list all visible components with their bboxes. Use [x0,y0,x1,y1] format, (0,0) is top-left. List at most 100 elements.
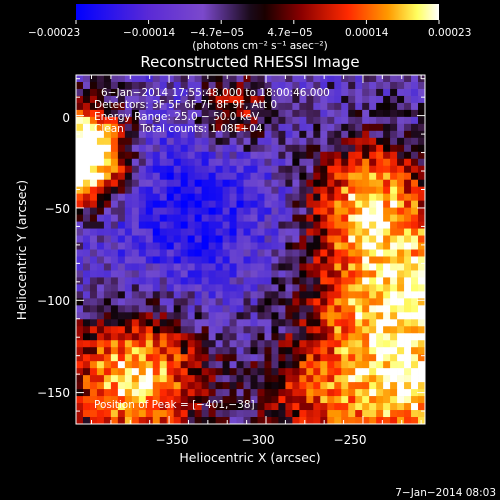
heatmap-cell [369,130,377,139]
heatmap-cell [194,165,203,174]
heatmap-cell [383,249,391,257]
heatmap-cell [229,172,237,181]
heatmap-cell [117,214,126,222]
heatmap-cell [159,270,168,278]
heatmap-cell [215,249,223,257]
heatmap-cell [390,172,398,181]
heatmap-cell [152,186,161,195]
plot-frame [75,74,426,425]
heatmap-cell [208,305,216,313]
heatmap-cell [166,172,175,181]
heatmap-cell [173,116,182,125]
heatmap-cell [138,410,147,418]
heatmap-cell [110,88,119,97]
heatmap-cell [285,158,293,167]
heatmap-cell [110,207,119,215]
heatmap-cell [180,137,189,146]
heatmap-cell [201,116,210,125]
heatmap-cell [82,361,91,369]
heatmap-cell [271,186,279,195]
heatmap-cell [166,242,175,250]
heatmap-cell [187,102,196,111]
heatmap-cell [173,389,182,397]
heatmap-cell [138,340,147,348]
heatmap-cell [159,417,168,424]
heatmap-cell [103,242,112,250]
x-tick-label: −350 [156,433,189,447]
heatmap-cell [159,410,168,418]
heatmap-cell [201,319,210,327]
heatmap-cell [271,102,279,111]
heatmap-cell [355,389,363,397]
heatmap-cell [271,151,279,160]
heatmap-cell [313,249,321,257]
heatmap-cell [278,347,286,355]
heatmap-cell [271,361,279,369]
heatmap-cell [110,291,119,299]
heatmap-cell [348,235,356,243]
heatmap-cell [131,123,140,132]
heatmap-cell [257,361,265,369]
heatmap-cell [194,102,203,111]
heatmap-cell [390,102,398,111]
heatmap-cell [320,368,328,376]
heatmap-cell [110,221,119,229]
heatmap-cell [376,277,384,285]
heatmap-cell [187,361,196,369]
heatmap-cell [292,312,300,320]
heatmap-cell [320,340,328,348]
heatmap-cell [229,235,237,243]
heatmap-cell [264,88,272,97]
heatmap-cell [159,151,168,160]
heatmap-cell [320,221,328,229]
heatmap-cell [208,354,216,362]
heatmap-cell [376,165,384,174]
heatmap-cell [383,256,391,264]
heatmap-cell [404,95,412,104]
heatmap-cell [243,389,251,397]
heatmap-cell [103,228,112,236]
heatmap-cell [397,158,405,167]
heatmap-cell [292,144,300,153]
heatmap-cell [320,277,328,285]
heatmap-cell [334,326,342,334]
heatmap-cell [187,186,196,195]
heatmap-cell [306,368,314,376]
heatmap-cell [222,347,230,355]
heatmap-cell [313,75,321,83]
x-tick-label: −250 [334,433,367,447]
heatmap-cell [159,333,168,341]
heatmap-cell [173,102,182,111]
heatmap-cell [369,165,377,174]
heatmap-cell [117,242,126,250]
heatmap-cell [208,375,216,383]
heatmap-cell [96,270,105,278]
heatmap-cell [166,165,175,174]
heatmap-cell [411,354,419,362]
heatmap-cell [131,179,140,188]
heatmap-cell [201,102,210,111]
heatmap-cell [362,200,370,209]
heatmap-cell [103,137,112,146]
heatmap-cell [320,410,328,418]
heatmap-cell [187,158,196,167]
heatmap-cell [194,109,203,118]
heatmap-cell [411,326,419,334]
heatmap-cell [327,193,335,202]
heatmap-cell [215,396,223,404]
heatmap-cell [390,214,398,222]
heatmap-cell [278,193,286,202]
heatmap-cell [110,130,119,139]
heatmap-cell [404,172,412,181]
heatmap-cell [369,319,377,327]
heatmap-cell [243,228,251,236]
heatmap-cell [103,340,112,348]
heatmap-cell [166,326,175,334]
heatmap-cell [124,228,133,236]
heatmap-cell [215,256,223,264]
colorbar-units-label: (photons cm⁻² s⁻¹ asec⁻²) [192,40,327,52]
heatmap-cell [236,137,244,146]
heatmap-cell [362,102,370,111]
heatmap-cell [376,382,384,390]
